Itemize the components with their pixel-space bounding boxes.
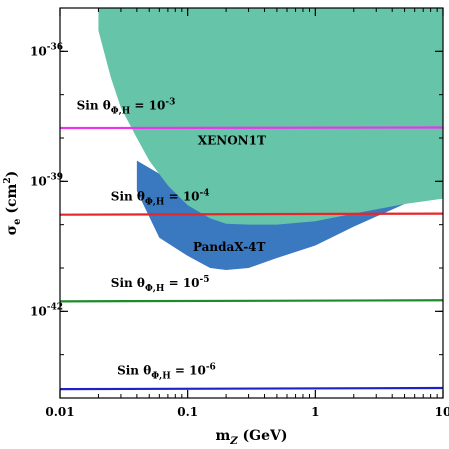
y-tick-label: 10-42	[30, 302, 63, 318]
x-tick-label: 0.1	[177, 405, 198, 419]
exclusion-regions	[98, 8, 443, 270]
x-tick-label: 1	[311, 405, 319, 419]
coupling-line-label--5: Sin θΦ,H = 10-5	[111, 275, 210, 294]
coupling-line--6	[60, 386, 443, 391]
coupling-line-label--4: Sin θΦ,H = 10-4	[111, 189, 210, 208]
coupling-line--4	[60, 212, 443, 216]
xenon1t-label: XENON1T	[198, 134, 266, 148]
annotation-labels: PandaX-4T XENON1T Sin θΦ,H = 10-3 Sin θΦ,H …	[77, 98, 266, 382]
x-tick-label: 0.01	[45, 405, 74, 419]
y-axis-label: σe (cm2)	[3, 171, 23, 235]
xenon1t-region	[98, 8, 443, 225]
y-tick-label: 10-36	[30, 42, 63, 58]
coupling-line-label--6: Sin θΦ,H = 10-6	[117, 362, 216, 381]
coupling-lines	[60, 126, 443, 391]
axis-ticks: 0.01 0.1 1 10 10-36 10-39 10-42	[30, 7, 449, 419]
plot-frame	[59, 7, 444, 399]
coupling-line--3	[60, 126, 443, 130]
y-tick-label: 10-39	[30, 172, 63, 188]
x-axis-label: mZ (GeV)	[216, 428, 288, 447]
pandax-4t-label: PandaX-4T	[193, 240, 266, 254]
coupling-line-label--3: Sin θΦ,H = 10-3	[77, 98, 176, 117]
coupling-line--5	[60, 299, 443, 303]
x-tick-label: 10	[435, 405, 449, 419]
